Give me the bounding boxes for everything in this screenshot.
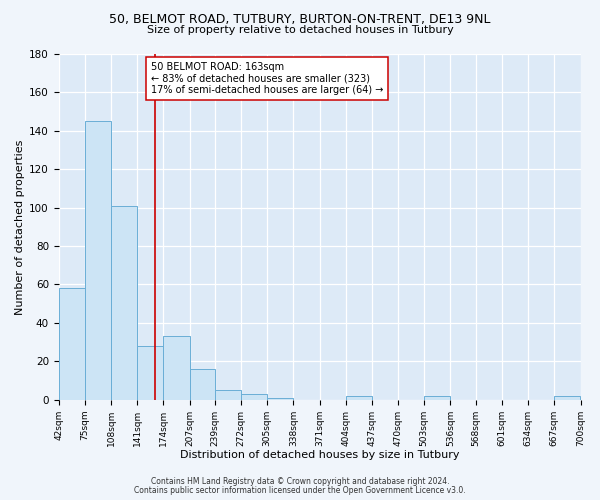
Y-axis label: Number of detached properties: Number of detached properties — [15, 139, 25, 314]
Text: 50 BELMOT ROAD: 163sqm
← 83% of detached houses are smaller (323)
17% of semi-de: 50 BELMOT ROAD: 163sqm ← 83% of detached… — [151, 62, 383, 95]
X-axis label: Distribution of detached houses by size in Tutbury: Distribution of detached houses by size … — [180, 450, 460, 460]
Text: Size of property relative to detached houses in Tutbury: Size of property relative to detached ho… — [146, 25, 454, 35]
Bar — [163, 336, 190, 400]
Bar — [215, 390, 241, 400]
Text: Contains public sector information licensed under the Open Government Licence v3: Contains public sector information licen… — [134, 486, 466, 495]
Bar — [85, 121, 111, 400]
Bar — [137, 346, 163, 400]
Bar — [111, 206, 137, 400]
Bar — [241, 394, 267, 400]
Bar — [267, 398, 293, 400]
Bar — [190, 369, 215, 400]
Bar — [346, 396, 372, 400]
Bar — [424, 396, 451, 400]
Bar — [59, 288, 85, 400]
Text: 50, BELMOT ROAD, TUTBURY, BURTON-ON-TRENT, DE13 9NL: 50, BELMOT ROAD, TUTBURY, BURTON-ON-TREN… — [109, 12, 491, 26]
Text: Contains HM Land Registry data © Crown copyright and database right 2024.: Contains HM Land Registry data © Crown c… — [151, 477, 449, 486]
Bar — [554, 396, 580, 400]
